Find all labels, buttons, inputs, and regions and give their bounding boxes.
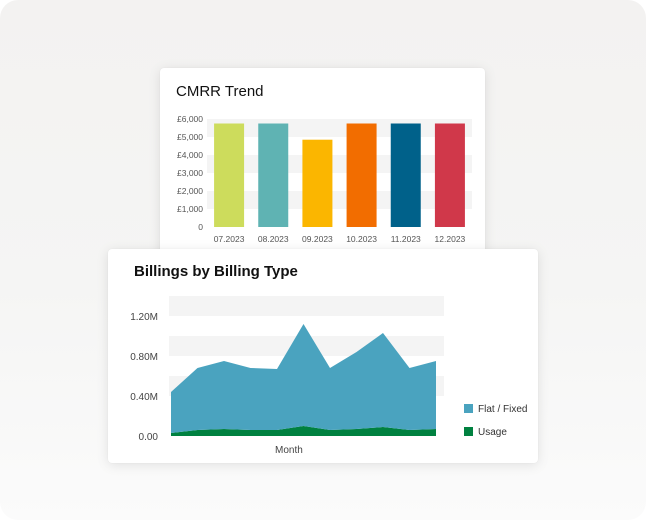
- billing-area-flat-fixed: [171, 324, 436, 433]
- legend-label-usage: Usage: [478, 427, 507, 438]
- cmrr-bar-chart: 0 £1,000 £2,000 £3,000 £4,000 £5,000 £6,000 07.…: [177, 114, 472, 244]
- billing-x-axis-title: Month: [275, 445, 303, 456]
- cmrr-trend-card: CMRR Trend 0 £1,000 £2,000 £3,000 £4,000 £5,0…: [160, 68, 485, 258]
- cmrr-x-tick-label: 10.2023: [346, 234, 377, 244]
- billing-chart-title: Billings by Billing Type: [134, 263, 298, 280]
- cmrr-y-tick-label: £4,000: [177, 150, 203, 160]
- cmrr-bar-12.2023: [434, 123, 465, 227]
- cmrr-grid-band: [207, 119, 472, 137]
- cmrr-y-tick-label: 0: [198, 222, 203, 232]
- billing-y-tick-label: 0.80M: [130, 352, 158, 363]
- legend-item-usage[interactable]: Usage: [464, 427, 507, 438]
- cmrr-x-tick-label: 11.2023: [391, 234, 421, 244]
- billing-y-tick-label: 0.00: [139, 432, 159, 443]
- cmrr-bar-11.2023: [390, 123, 421, 227]
- cmrr-x-tick-label: 12.2023: [435, 234, 466, 244]
- cmrr-y-tick-label: £1,000: [177, 204, 203, 214]
- cmrr-x-tick-label: 07.2023: [214, 234, 245, 244]
- cmrr-bar-08.2023: [258, 123, 289, 227]
- cmrr-y-tick-label: £6,000: [177, 114, 203, 124]
- billing-y-tick-label: 1.20M: [130, 312, 158, 323]
- cmrr-y-tick-label: £3,000: [177, 168, 203, 178]
- cmrr-chart-title: CMRR Trend: [176, 83, 264, 100]
- cmrr-bar-09.2023: [302, 139, 333, 227]
- cmrr-bar-07.2023: [214, 123, 245, 227]
- billing-area-chart: 0.00 0.40M 0.80M 1.20M: [130, 296, 444, 443]
- cmrr-x-tick-label: 09.2023: [302, 234, 333, 244]
- legend-swatch-flat-fixed: [464, 404, 473, 413]
- cmrr-y-tick-label: £5,000: [177, 132, 203, 142]
- cmrr-grid-band: [207, 191, 472, 209]
- cmrr-y-tick-label: £2,000: [177, 186, 203, 196]
- cmrr-bar-10.2023: [346, 123, 377, 227]
- billings-by-type-card: Billings by Billing Type 0.00 0.40M 0.80M 1…: [108, 249, 538, 463]
- cmrr-x-tick-label: 08.2023: [258, 234, 289, 244]
- legend-item-flat-fixed[interactable]: Flat / Fixed: [464, 404, 527, 415]
- billing-y-tick-label: 0.40M: [130, 392, 158, 403]
- legend-label-flat-fixed: Flat / Fixed: [478, 404, 528, 415]
- legend-swatch-usage: [464, 427, 473, 436]
- billing-grid-band: [169, 296, 444, 316]
- billing-area-usage: [171, 426, 436, 436]
- cmrr-grid-band: [207, 155, 472, 173]
